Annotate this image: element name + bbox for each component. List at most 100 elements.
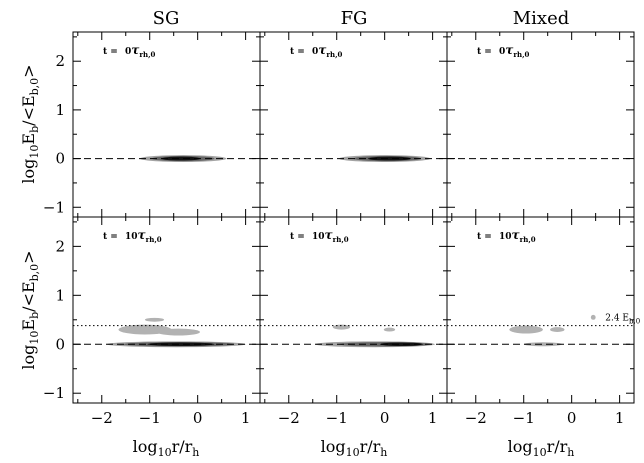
- time-prefix: t =: [103, 232, 121, 242]
- y-tick-label: 0: [55, 335, 65, 353]
- ylabel-rest: /<E: [19, 281, 38, 311]
- xlabel-rest-sub: h: [567, 446, 574, 459]
- ylabel-sub: 10: [28, 331, 41, 345]
- x-tick-label: 0: [380, 409, 390, 427]
- time-unit-sub: rh,0: [146, 235, 162, 244]
- panel-frame: [72, 216, 261, 404]
- y-axis-label-text: log10Eb/<Eb,0>: [19, 64, 41, 183]
- panels: t = 0τrh,0 t = 0τrh,0 t = 0τrh,0t = 10τrh,…: [72, 31, 640, 404]
- density-blob-4: [590, 314, 596, 320]
- panel-content: [73, 317, 260, 348]
- x-tick-label: −2: [465, 409, 487, 427]
- ylabel-mid: E: [19, 319, 38, 331]
- time-unit: τ: [138, 228, 147, 242]
- density-blob-4: [332, 324, 351, 330]
- time-unit: τ: [131, 43, 140, 57]
- time-value: 0: [499, 47, 505, 57]
- density-blob-3: [367, 156, 412, 161]
- x-tick-label: 0: [193, 409, 203, 427]
- panel-time-label: t = 10τrh,0: [477, 228, 536, 244]
- ylabel-base: log: [19, 159, 38, 184]
- y-tick-label: 1: [55, 101, 65, 119]
- y-tick-label: −1: [43, 384, 65, 402]
- x-axis-label-col1: log10r/rh: [133, 437, 200, 459]
- panel-frame: [259, 31, 448, 218]
- xlabel-rest: r/r: [547, 437, 568, 456]
- panel-content: [447, 314, 634, 347]
- column-titles: SG FG Mixed: [153, 8, 570, 29]
- xlabel-rest-sub: h: [192, 446, 199, 459]
- y-axis-label-top: log10Eb/<Eb,0>: [19, 64, 41, 183]
- panel-time-label: t = 10τrh,0: [103, 228, 162, 244]
- ylabel-end: >: [19, 250, 38, 263]
- time-unit: τ: [505, 43, 514, 57]
- y-tick-label: 2: [55, 237, 65, 255]
- density-blob-6: [144, 317, 165, 322]
- panel-content: [260, 324, 447, 348]
- x-tick-label: −1: [326, 409, 348, 427]
- panel-time-label: t = 10τrh,0: [290, 228, 349, 244]
- time-unit-sub: rh,0: [326, 50, 342, 59]
- panel-frame: [446, 216, 635, 404]
- time-unit: τ: [325, 228, 334, 242]
- x-tick-label: 1: [615, 409, 625, 427]
- x-tick-label: 1: [241, 409, 251, 427]
- x-tick-label: 1: [428, 409, 438, 427]
- y-tick-label: 1: [55, 286, 65, 304]
- y-axis-label-text: log10Eb/<Eb,0>: [19, 250, 41, 369]
- panel-r2-c1: t = 10τrh,0: [72, 216, 261, 404]
- time-unit-sub: rh,0: [520, 235, 536, 244]
- y-tick-label: 0: [55, 150, 65, 168]
- panel-frame: [446, 31, 635, 218]
- column-title-fg: FG: [341, 8, 368, 29]
- ylabel-sub: 10: [28, 145, 41, 159]
- time-prefix: t =: [477, 232, 495, 242]
- x-tick-label: −2: [278, 409, 300, 427]
- density-blob-3: [379, 342, 424, 346]
- panel-r1-c3: t = 0τrh,0: [446, 31, 635, 218]
- panel-r2-c3: t = 10τrh,0 2.4 Eb,0: [446, 216, 640, 404]
- xlabel-sub: 10: [158, 446, 172, 459]
- time-prefix: t =: [477, 47, 495, 57]
- time-unit-sub: rh,0: [513, 50, 529, 59]
- ylabel-rest: /<E: [19, 95, 38, 125]
- x-axis-label-col3: log10r/rh: [508, 437, 575, 459]
- time-unit: τ: [512, 228, 521, 242]
- time-value: 10: [312, 232, 325, 242]
- panel-time-label: t = 0τrh,0: [290, 43, 343, 59]
- density-blob-3: [550, 327, 565, 333]
- panel-frame: [72, 31, 261, 218]
- ylabel-mid-sub: b: [28, 312, 41, 319]
- xlabel-rest: r/r: [360, 437, 381, 456]
- annotation-sub: b,0: [629, 317, 640, 325]
- xlabel-base: log: [508, 437, 533, 456]
- time-unit: τ: [318, 43, 327, 57]
- axis-ticks: −1 0 1 2 −1 0 1 2 −2 −1 0 1 −2 −1 0 1 −2 −1 0 1: [43, 52, 625, 427]
- time-value: 0: [312, 47, 318, 57]
- ylabel-mid: E: [19, 133, 38, 145]
- annotation-label: 2.4 Eb,0: [605, 313, 640, 325]
- panel-frame: [259, 216, 448, 404]
- ylabel-mid-sub: b: [28, 126, 41, 133]
- time-unit-sub: rh,0: [139, 50, 155, 59]
- time-value: 0: [125, 47, 131, 57]
- x-tick-label: −1: [139, 409, 161, 427]
- ylabel-rest-sub: b,0: [28, 264, 41, 282]
- time-prefix: t =: [290, 47, 308, 57]
- xlabel-rest: r/r: [172, 437, 193, 456]
- column-title-mixed: Mixed: [513, 8, 570, 29]
- xlabel-sub: 10: [533, 446, 547, 459]
- panel-time-label: t = 0τrh,0: [103, 43, 156, 59]
- panel-r1-c2: t = 0τrh,0: [259, 31, 448, 218]
- panel-r2-c2: t = 10τrh,0: [259, 216, 448, 404]
- x-axis-label-col2: log10r/rh: [321, 437, 388, 459]
- ylabel-base: log: [19, 345, 38, 370]
- time-value: 10: [499, 232, 512, 242]
- time-unit-sub: rh,0: [333, 235, 349, 244]
- annotation-text: 2.4 E: [605, 313, 629, 323]
- time-prefix: t =: [290, 232, 308, 242]
- x-tick-label: −2: [91, 409, 113, 427]
- y-tick-label: 2: [55, 52, 65, 70]
- x-tick-label: 0: [567, 409, 577, 427]
